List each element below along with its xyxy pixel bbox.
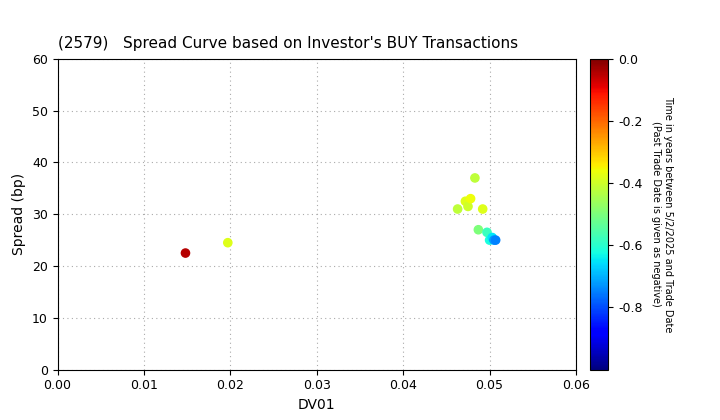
Point (462, 203, 474, 210)
Text: (2579)   Spread Curve based on Investor's BUY Transactions: (2579) Spread Curve based on Investor's … (58, 36, 518, 51)
Point (180, 249, 192, 256)
Y-axis label: Time in years between 5/2/2025 and Trade Date
(Past Trade Date is given as negat: Time in years between 5/2/2025 and Trade… (651, 96, 672, 332)
Point (490, 237, 501, 244)
Point (477, 206, 488, 213)
Point (487, 234, 498, 241)
Point (488, 237, 500, 244)
Point (484, 237, 495, 244)
Point (465, 195, 477, 202)
Point (472, 226, 484, 233)
Point (222, 239, 233, 246)
Point (481, 229, 492, 236)
Point (469, 175, 481, 181)
Y-axis label: Spread (bp): Spread (bp) (12, 173, 27, 255)
Point (459, 198, 471, 205)
X-axis label: DV01: DV01 (298, 398, 336, 412)
Point (452, 206, 464, 213)
